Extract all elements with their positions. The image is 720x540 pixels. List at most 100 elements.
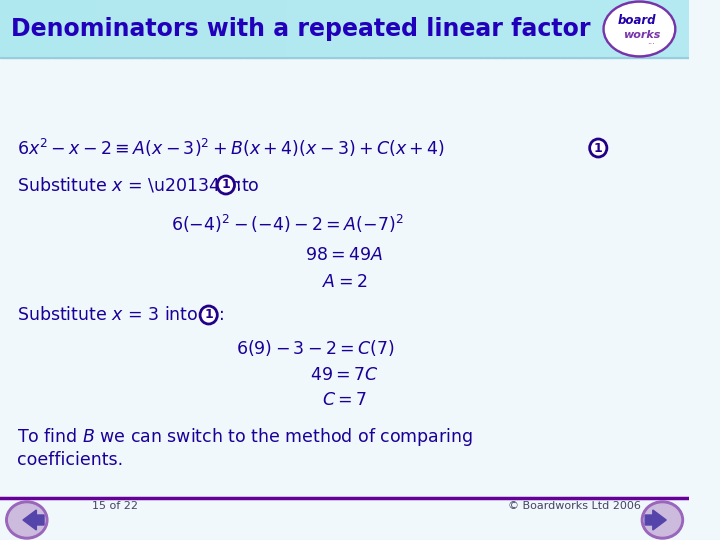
- Bar: [588, 0, 591, 58]
- Bar: [648, 0, 651, 58]
- Bar: [631, 0, 635, 58]
- Bar: [475, 0, 479, 58]
- Bar: [143, 0, 145, 58]
- Bar: [122, 0, 125, 58]
- Bar: [53, 0, 56, 58]
- Bar: [76, 0, 79, 58]
- Bar: [317, 0, 320, 58]
- Bar: [515, 0, 518, 58]
- Bar: [87, 0, 91, 58]
- Bar: [544, 0, 548, 58]
- Bar: [581, 0, 585, 58]
- Bar: [600, 0, 603, 58]
- Bar: [255, 0, 258, 58]
- Bar: [561, 0, 564, 58]
- Bar: [393, 0, 396, 58]
- Text: $98 = 49A$: $98 = 49A$: [305, 246, 384, 264]
- Bar: [174, 0, 178, 58]
- Bar: [604, 0, 608, 58]
- Bar: [280, 0, 284, 58]
- Bar: [469, 0, 472, 58]
- Bar: [338, 0, 341, 58]
- Bar: [602, 0, 605, 58]
- Bar: [184, 0, 187, 58]
- Bar: [646, 0, 649, 58]
- Bar: [204, 0, 207, 58]
- Bar: [673, 0, 676, 58]
- Bar: [552, 0, 554, 58]
- Bar: [168, 0, 171, 58]
- Bar: [212, 0, 215, 58]
- Bar: [678, 0, 681, 58]
- Bar: [299, 0, 302, 58]
- Bar: [418, 0, 421, 58]
- Bar: [411, 0, 415, 58]
- Bar: [386, 0, 390, 58]
- Bar: [129, 0, 132, 58]
- Bar: [27, 0, 31, 58]
- Bar: [23, 0, 26, 58]
- Bar: [349, 0, 353, 58]
- Bar: [161, 0, 164, 58]
- Bar: [498, 0, 502, 58]
- Bar: [294, 0, 297, 58]
- Bar: [260, 0, 263, 58]
- Bar: [503, 0, 506, 58]
- Text: ...: ...: [647, 37, 655, 45]
- Bar: [416, 0, 419, 58]
- Bar: [639, 0, 642, 58]
- Bar: [441, 0, 444, 58]
- Bar: [133, 0, 137, 58]
- Bar: [634, 0, 637, 58]
- Bar: [96, 0, 100, 58]
- Bar: [487, 0, 490, 58]
- Bar: [430, 0, 433, 58]
- Bar: [30, 0, 33, 58]
- Bar: [356, 0, 359, 58]
- Bar: [330, 0, 334, 58]
- Bar: [438, 0, 442, 58]
- Bar: [554, 0, 557, 58]
- Bar: [60, 0, 63, 58]
- Bar: [664, 0, 667, 58]
- Bar: [274, 0, 276, 58]
- Bar: [517, 0, 520, 58]
- Bar: [492, 0, 495, 58]
- Bar: [590, 0, 594, 58]
- Bar: [379, 0, 382, 58]
- Bar: [531, 0, 534, 58]
- Bar: [120, 0, 122, 58]
- Bar: [342, 0, 346, 58]
- Bar: [163, 0, 166, 58]
- Bar: [627, 0, 631, 58]
- Bar: [685, 0, 688, 58]
- Bar: [384, 0, 387, 58]
- Bar: [480, 0, 483, 58]
- Bar: [669, 0, 672, 58]
- Bar: [58, 0, 60, 58]
- Bar: [135, 0, 139, 58]
- Bar: [69, 0, 72, 58]
- Bar: [320, 0, 323, 58]
- Text: coefficients.: coefficients.: [17, 451, 123, 469]
- Bar: [526, 0, 529, 58]
- Bar: [37, 0, 40, 58]
- Bar: [197, 0, 201, 58]
- Bar: [409, 0, 412, 58]
- Bar: [613, 0, 616, 58]
- Bar: [413, 0, 417, 58]
- Bar: [459, 0, 463, 58]
- Bar: [535, 0, 539, 58]
- Bar: [528, 0, 531, 58]
- Bar: [285, 0, 288, 58]
- Bar: [363, 0, 366, 58]
- Bar: [636, 0, 639, 58]
- Text: © Boardworks Ltd 2006: © Boardworks Ltd 2006: [508, 501, 641, 511]
- Text: $6x^2 - x - 2 \equiv A(x-3)^2 + B(x+4)(x-3) + C(x+4)$: $6x^2 - x - 2 \equiv A(x-3)^2 + B(x+4)(x…: [17, 137, 446, 159]
- Text: $C = 7$: $C = 7$: [322, 391, 367, 409]
- Bar: [359, 0, 361, 58]
- Bar: [149, 0, 153, 58]
- Bar: [16, 0, 19, 58]
- Bar: [471, 0, 474, 58]
- Bar: [216, 0, 219, 58]
